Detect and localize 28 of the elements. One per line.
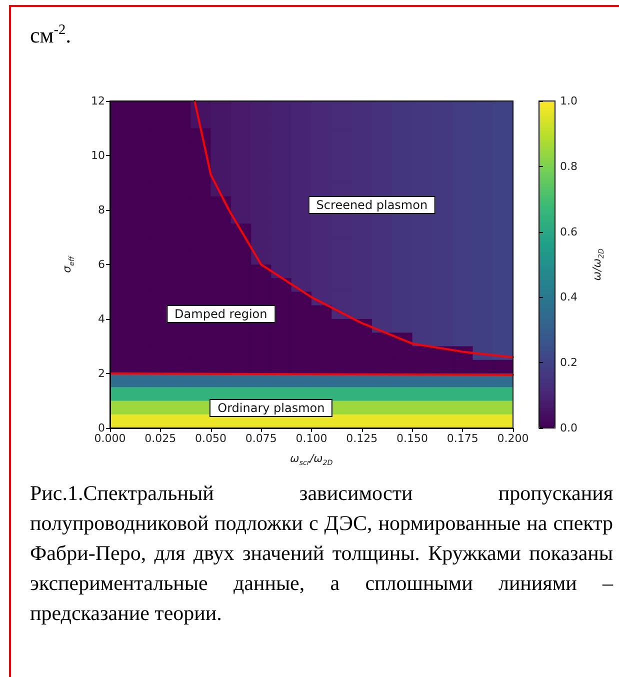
color-bar-label: 0.2 — [560, 356, 578, 370]
y-tick-label: 4 — [98, 312, 105, 326]
y-tick-label: 12 — [91, 94, 105, 108]
x-tick-label: 0.025 — [144, 432, 176, 445]
y-tick-label: 2 — [98, 367, 105, 380]
y-tick-label: 0 — [98, 422, 105, 434]
color-bar-label: 0.4 — [560, 290, 578, 304]
x-tick-label: 0.100 — [296, 432, 328, 445]
x-tick-label: 0.175 — [446, 432, 478, 445]
y-tick-label: 10 — [91, 149, 105, 162]
y-tick-label: 6 — [98, 258, 105, 271]
text: см$^{-2}$. — [30, 22, 72, 48]
color-bar-label: 0.6 — [560, 225, 578, 238]
annotation: Damped region — [166, 304, 276, 323]
x-tick-label: 0.075 — [245, 432, 277, 445]
color-bar-label: 0.0 — [560, 422, 578, 434]
text: Рис.1.Спектральный зависимости пропускания полупроводниковой подложки с ДЭС, нормированные на спектр Фабри-Перо, для двух значений толщины. Кружками показаны экспериментальные данные, а сплошными линиями – предсказание теории. — [30, 480, 613, 627]
annotation: Ordinary plasmon — [210, 398, 333, 417]
x-tick-label: 0.200 — [497, 432, 529, 445]
x-axis-title: ω$_{scr}$/ω$_{2D}$ — [290, 452, 333, 468]
color-bar-label: 1.0 — [560, 94, 578, 108]
x-tick-label: 0.125 — [346, 432, 378, 445]
x-tick-label: 0.150 — [396, 432, 428, 445]
annotation: Screened plasmon — [308, 196, 436, 214]
x-tick-label: 0.000 — [94, 432, 126, 445]
y-tick-label: 8 — [98, 204, 105, 216]
x-tick-label: 0.050 — [195, 432, 226, 445]
color-bar-label: 0.8 — [560, 160, 578, 173]
